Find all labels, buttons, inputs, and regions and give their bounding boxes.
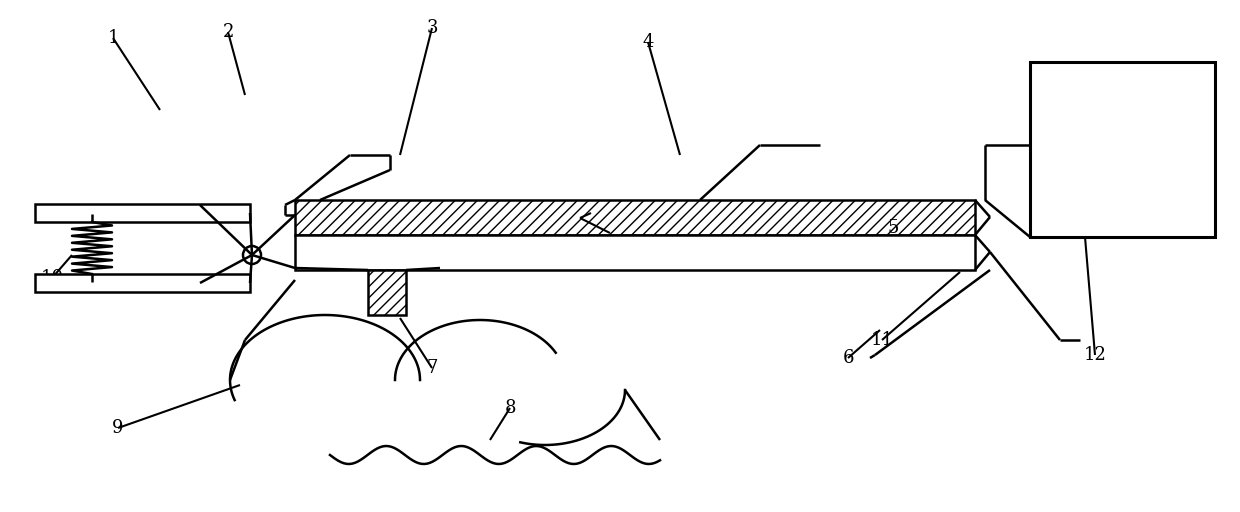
Text: 12: 12	[1084, 346, 1106, 364]
Text: 5: 5	[888, 219, 899, 237]
Bar	[35, 204, 250, 222]
Bar	[35, 274, 250, 292]
Text: 10: 10	[41, 269, 63, 287]
Text: 6: 6	[842, 349, 854, 367]
Text: 9: 9	[113, 419, 124, 437]
Bar	[1030, 62, 1215, 237]
Text: 11: 11	[870, 331, 894, 349]
Text: 3: 3	[427, 19, 438, 37]
Text: 2: 2	[222, 23, 233, 41]
Text: 8: 8	[505, 399, 516, 417]
Bar	[368, 270, 405, 315]
Text: 7: 7	[427, 359, 438, 377]
Bar	[295, 235, 975, 270]
Text: 1: 1	[107, 29, 119, 47]
Text: 4: 4	[642, 33, 653, 51]
Bar	[295, 200, 975, 235]
